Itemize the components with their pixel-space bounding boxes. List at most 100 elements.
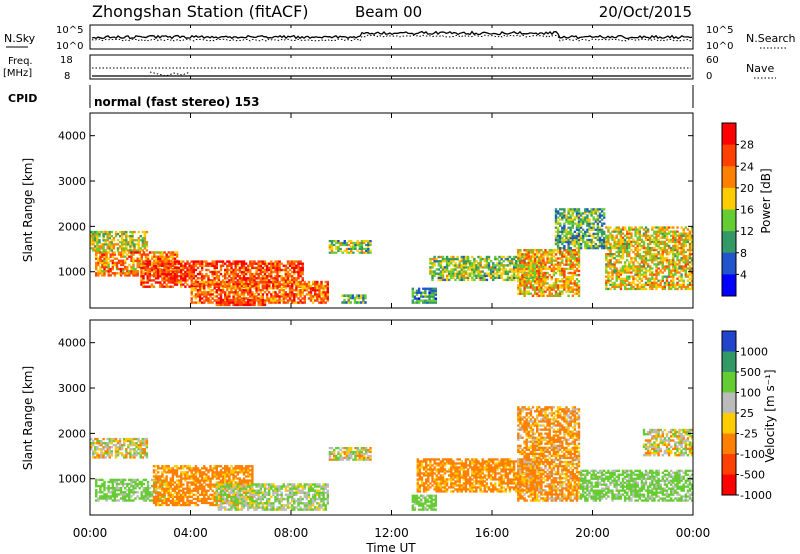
heatmap-cell: [653, 232, 656, 235]
heatmap-cell: [688, 281, 692, 284]
heatmap-cell: [106, 446, 109, 449]
heatmap-cell: [125, 230, 128, 234]
heatmap-cell: [542, 263, 545, 266]
heatmap-cell: [261, 303, 265, 307]
heatmap-cell: [103, 495, 106, 498]
heatmap-cell: [432, 301, 435, 304]
heatmap-cell: [538, 284, 541, 287]
heatmap-cell: [473, 268, 476, 271]
heatmap-cell: [519, 253, 522, 256]
heatmap-cell: [680, 238, 683, 241]
heatmap-cell: [134, 487, 137, 490]
heatmap-cell: [159, 264, 162, 267]
heatmap-cell: [628, 283, 631, 286]
heatmap-cell: [546, 267, 549, 271]
heatmap-cell: [240, 301, 244, 304]
heatmap-cell: [309, 289, 313, 292]
nsearch-label: N.Search: [746, 32, 796, 45]
heatmap-cell: [280, 279, 283, 282]
heatmap-cell: [466, 262, 470, 265]
heatmap-cell: [228, 275, 231, 278]
heatmap-cell: [205, 272, 208, 276]
heatmap-cell: [322, 289, 325, 292]
heatmap-cell: [307, 287, 311, 290]
heatmap-cell: [466, 274, 470, 277]
heatmap-cell: [99, 489, 102, 492]
heatmap-cell: [676, 257, 679, 260]
heatmap-cell: [422, 287, 425, 290]
heatmap-cell: [180, 497, 183, 501]
heatmap-cell: [365, 249, 368, 252]
heatmap-cell: [657, 232, 660, 235]
heatmap-cell: [550, 267, 553, 271]
heatmap-cell: [415, 291, 419, 294]
heatmap-cell: [646, 238, 650, 241]
heatmap-cell: [413, 301, 417, 304]
heatmap-cell: [623, 261, 627, 264]
heatmap-cell: [688, 271, 692, 274]
heatmap-cell: [659, 271, 662, 274]
heatmap-cell: [492, 270, 495, 273]
heatmap-cell: [571, 265, 574, 268]
heatmap-cell: [674, 253, 677, 256]
heatmap-cell: [540, 255, 543, 258]
heatmap-cell: [646, 259, 650, 262]
heatmap-cell: [143, 243, 147, 246]
heatmap-cell: [369, 240, 372, 243]
heatmap-cell: [417, 289, 421, 292]
heatmap-cell: [686, 273, 690, 276]
heatmap-cell: [628, 287, 631, 291]
heatmap-cell: [131, 249, 134, 252]
heatmap-cell: [148, 260, 151, 263]
heatmap-cell: [506, 255, 510, 259]
heatmap-cell: [301, 266, 304, 270]
heatmap-cell: [99, 257, 102, 260]
heatmap-cell: [255, 270, 258, 274]
heatmap-cell: [163, 477, 166, 480]
heatmap-cell: [165, 483, 168, 486]
heatmap-cell: [529, 257, 533, 260]
heatmap-cell: [611, 244, 614, 248]
heatmap-cell: [137, 444, 140, 447]
heatmap-cell: [428, 297, 431, 300]
heatmap-cell: [600, 210, 604, 213]
heatmap-cell: [247, 291, 250, 294]
heatmap-cell: [142, 275, 145, 278]
heatmap-cell: [561, 232, 564, 235]
heatmap-cell: [431, 270, 434, 273]
heatmap-cell: [132, 261, 135, 265]
heatmap-cell: [293, 272, 296, 276]
heatmap-cell: [569, 242, 572, 246]
heatmap-cell: [90, 237, 93, 240]
heatmap-cell: [634, 228, 637, 231]
heatmap-cell: [169, 493, 172, 496]
heatmap-cell: [655, 271, 658, 274]
heatmap-cell: [98, 442, 101, 445]
heatmap-cell: [118, 446, 122, 449]
heatmap-cell: [439, 260, 443, 263]
heatmap-cell: [259, 262, 262, 265]
heatmap-cell: [145, 456, 149, 459]
heatmap-cell: [137, 452, 140, 455]
heatmap-cell: [575, 261, 579, 264]
heatmap-cell: [674, 271, 677, 274]
heatmap-cell: [655, 230, 658, 233]
heatmap-cell: [148, 251, 152, 254]
heatmap-cell: [215, 260, 218, 263]
heatmap-cell: [163, 465, 166, 468]
heatmap-cell: [169, 255, 172, 258]
heatmap-cell: [621, 238, 625, 241]
heatmap-cell: [575, 228, 579, 231]
heatmap-cell: [161, 253, 164, 256]
heatmap-cell: [674, 240, 677, 243]
heatmap-cell: [188, 264, 191, 267]
heatmap-cell: [129, 249, 132, 252]
heatmap-cell: [653, 255, 656, 258]
heatmap-cell: [190, 291, 193, 294]
heatmap-cell: [540, 292, 543, 295]
heatmap-cell: [154, 501, 158, 505]
heatmap-cell: [365, 251, 368, 254]
heatmap-cell: [688, 287, 692, 291]
heatmap-cell: [234, 277, 237, 280]
heatmap-cell: [605, 234, 608, 237]
